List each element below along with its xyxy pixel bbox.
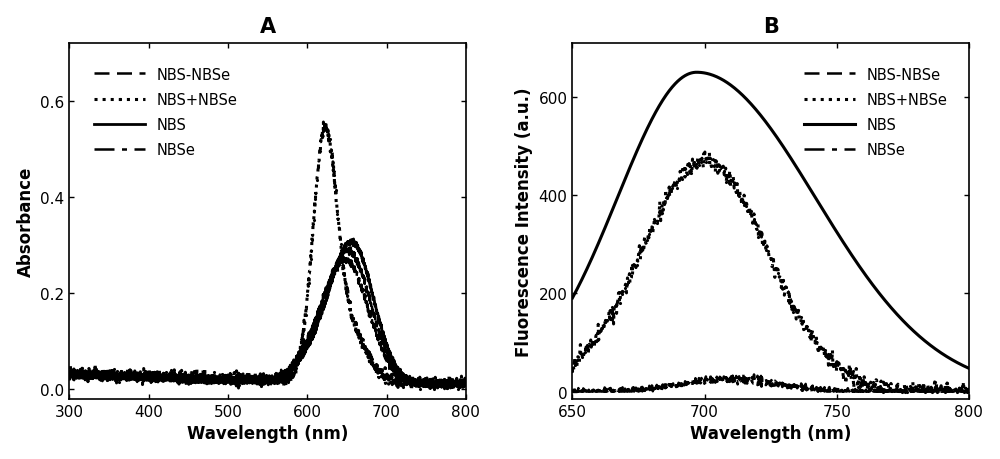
NBS [797, 176, 809, 181]
NBS+NBSe [246, 373, 258, 379]
Line: NBSe: NBSe [572, 379, 969, 392]
NBS [256, 377, 268, 383]
NBS+NBSe [376, 374, 388, 379]
NBSe [63, 370, 75, 376]
NBS-NBSe [908, 389, 920, 394]
NBSe [84, 373, 96, 378]
NBSe [449, 379, 461, 385]
NBSe [963, 389, 975, 394]
NBS+NBSe [819, 347, 831, 353]
NBS-NBSe [84, 371, 96, 377]
NBS [246, 377, 258, 383]
Line: NBS-NBSe: NBS-NBSe [69, 247, 466, 389]
NBS [449, 380, 461, 386]
NBS [908, 329, 920, 335]
Line: NBS-NBSe: NBS-NBSe [572, 373, 969, 392]
NBS+NBSe [909, 386, 921, 392]
Line: NBSe: NBSe [69, 257, 466, 388]
NBS [376, 327, 388, 332]
NBS+NBSe [797, 319, 809, 324]
NBSe [909, 389, 921, 394]
NBSe [717, 376, 729, 382]
NBSe [337, 254, 349, 260]
Title: B: B [763, 17, 779, 37]
NBS-NBSe [449, 381, 461, 387]
Line: NBS+NBSe: NBS+NBSe [571, 151, 971, 393]
NBS+NBSe [256, 370, 268, 375]
NBSe [449, 383, 461, 388]
NBS+NBSe [449, 386, 461, 391]
Y-axis label: Absorbance: Absorbance [17, 166, 35, 276]
NBS [348, 237, 360, 242]
NBS+NBSe [591, 339, 603, 345]
Line: NBS: NBS [572, 73, 969, 369]
NBS [448, 385, 460, 390]
NBSe [567, 389, 579, 394]
NBS+NBSe [963, 387, 975, 393]
Title: A: A [260, 17, 276, 37]
NBS+NBSe [317, 120, 329, 125]
NBS [460, 379, 472, 385]
NBSe [256, 379, 268, 385]
NBS-NBSe [566, 389, 578, 394]
NBSe [246, 379, 258, 385]
NBSe [566, 388, 578, 393]
NBS-NBSe [963, 389, 975, 394]
Legend: NBS-NBSe, NBS+NBSe, NBS, NBSe: NBS-NBSe, NBS+NBSe, NBS, NBSe [798, 62, 954, 164]
NBS [449, 381, 461, 386]
NBS [84, 375, 96, 380]
NBS [868, 284, 880, 289]
NBS+NBSe [414, 386, 426, 392]
NBSe [444, 386, 456, 391]
X-axis label: Wavelength (nm): Wavelength (nm) [187, 425, 348, 442]
Y-axis label: Fluorescence Intensity (a.u.): Fluorescence Intensity (a.u.) [515, 87, 533, 356]
NBS-NBSe [868, 389, 880, 394]
NBSe [460, 384, 472, 389]
NBS+NBSe [868, 384, 880, 390]
NBS-NBSe [339, 244, 351, 250]
NBS-NBSe [453, 386, 465, 392]
NBS-NBSe [808, 383, 820, 389]
NBS [690, 70, 702, 76]
NBS-NBSe [448, 382, 460, 387]
NBS-NBSe [797, 388, 809, 394]
NBS-NBSe [738, 370, 750, 376]
NBS+NBSe [460, 377, 472, 382]
NBS [566, 296, 578, 301]
NBS+NBSe [84, 370, 96, 375]
NBS-NBSe [591, 389, 603, 394]
NBSe [798, 385, 810, 391]
NBS-NBSe [256, 375, 268, 381]
NBS-NBSe [376, 337, 388, 343]
NBS [963, 366, 975, 371]
NBSe [808, 386, 820, 392]
NBS [819, 212, 831, 217]
Line: NBS+NBSe: NBS+NBSe [68, 121, 468, 391]
NBS+NBSe [449, 382, 461, 388]
Legend: NBS-NBSe, NBS+NBSe, NBS, NBSe: NBS-NBSe, NBS+NBSe, NBS, NBSe [89, 62, 244, 164]
NBSe [820, 388, 832, 393]
NBSe [591, 388, 603, 393]
NBS [808, 192, 820, 198]
NBS-NBSe [819, 387, 831, 392]
NBS+NBSe [699, 150, 711, 156]
NBSe [376, 346, 388, 351]
X-axis label: Wavelength (nm): Wavelength (nm) [690, 425, 851, 442]
NBS [591, 245, 603, 251]
NBS-NBSe [63, 374, 75, 380]
NBS+NBSe [566, 369, 578, 374]
NBS [63, 370, 75, 376]
NBS-NBSe [246, 378, 258, 384]
NBS+NBSe [63, 372, 75, 377]
NBS+NBSe [808, 335, 820, 341]
Line: NBS: NBS [69, 240, 466, 387]
NBS+NBSe [872, 389, 884, 394]
NBSe [868, 388, 880, 394]
NBS-NBSe [460, 382, 472, 388]
